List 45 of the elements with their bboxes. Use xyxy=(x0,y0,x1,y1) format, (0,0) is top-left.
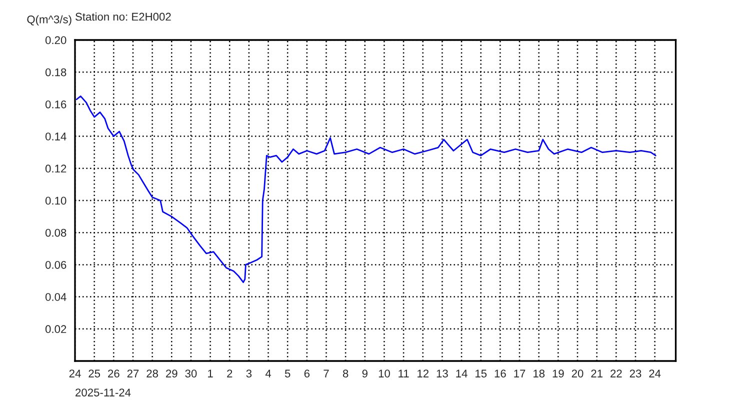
x-tick-label: 14 xyxy=(456,370,468,378)
x-tick-label: 7 xyxy=(324,370,329,378)
x-tick-label: 10 xyxy=(378,370,390,378)
x-tick-label: 5 xyxy=(284,370,290,378)
y-tick-label: 0.14 xyxy=(45,132,66,140)
x-tick-label: 18 xyxy=(534,370,545,378)
x-tick-label: 17 xyxy=(514,370,526,378)
x-tick-label: 8 xyxy=(342,370,348,378)
x-tick-label: 12 xyxy=(418,370,429,378)
x-tick-label: 15 xyxy=(476,370,487,378)
x-tick-label: 2 xyxy=(227,370,232,378)
y-tick-label: 0.12 xyxy=(45,164,66,173)
y-axis-title: Q(m^3/s) xyxy=(27,15,72,26)
y-tick-label: 0.04 xyxy=(45,293,66,301)
y-tick-label: 0.02 xyxy=(45,325,66,334)
y-tick-label: 0.06 xyxy=(45,260,66,269)
y-tick-label: 0.20 xyxy=(45,36,66,44)
x-tick-label: 26 xyxy=(108,370,120,378)
chart-title: Station no: E2H002 xyxy=(76,12,171,21)
x-tick-label: 6 xyxy=(304,370,310,378)
x-tick-label: 25 xyxy=(88,370,100,378)
x-tick-label: 1 xyxy=(208,370,213,378)
x-tick-label: 28 xyxy=(146,370,158,378)
y-tick-label: 0.16 xyxy=(45,100,66,108)
x-tick-label: 29 xyxy=(166,370,178,378)
x-tick-label: 19 xyxy=(552,370,564,378)
x-tick-label: 4 xyxy=(265,370,272,378)
x-tick-label: 22 xyxy=(610,370,622,378)
x-tick-label: 27 xyxy=(127,370,139,378)
x-tick-label: 30 xyxy=(185,370,197,378)
x-tick-label: 3 xyxy=(246,370,252,378)
x-tick-label: 13 xyxy=(436,370,448,378)
x-tick-label: 16 xyxy=(494,370,506,378)
y-tick-label: 0.08 xyxy=(45,228,66,237)
line-series xyxy=(76,95,656,284)
x-tick-label: 23 xyxy=(630,370,642,378)
x-tick-label: 9 xyxy=(362,370,368,378)
x-tick-label: 11 xyxy=(398,370,409,378)
x-tick-label: 20 xyxy=(572,370,584,378)
x-tick-label: 21 xyxy=(591,370,602,378)
y-tick-label: 0.18 xyxy=(45,68,66,76)
x-tick-label: 24 xyxy=(69,370,81,378)
x-tick-label: 24 xyxy=(649,370,661,378)
y-tick-label: 0.10 xyxy=(45,196,66,205)
text: 2025-11-24 xyxy=(76,388,131,396)
